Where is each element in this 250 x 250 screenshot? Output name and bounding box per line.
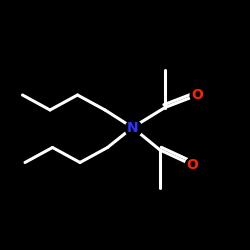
Text: O: O — [192, 88, 203, 102]
Text: O: O — [186, 158, 198, 172]
Text: N: N — [127, 120, 138, 134]
